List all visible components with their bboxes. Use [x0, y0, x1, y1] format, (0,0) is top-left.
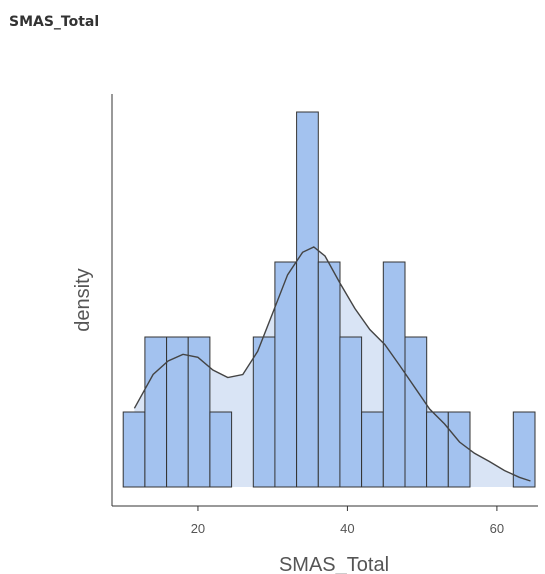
x-axis-title: SMAS_Total	[279, 554, 389, 574]
histogram-bar	[447, 411, 471, 488]
histogram-bar	[296, 111, 319, 488]
x-ticks-layer: 20 40 60	[191, 506, 504, 536]
histogram-bar	[187, 336, 211, 488]
histogram-bar	[339, 336, 363, 488]
histogram-bar	[404, 336, 428, 488]
histogram-bar	[361, 411, 384, 488]
histogram-bar	[209, 411, 233, 488]
histogram-bar	[144, 336, 168, 488]
y-axis-title: density	[72, 268, 94, 331]
x-tick-label: 20	[191, 521, 205, 536]
histogram-bar	[317, 261, 341, 488]
histogram-bar	[274, 261, 298, 488]
histogram-bar	[512, 411, 536, 488]
histogram-bar	[252, 336, 276, 488]
histogram-bar	[122, 411, 146, 488]
histogram-bar	[382, 261, 406, 488]
density-line-layer	[133, 246, 531, 482]
x-tick-label: 40	[340, 521, 354, 536]
x-tick-label: 60	[490, 521, 504, 536]
bars-layer	[122, 111, 536, 488]
density-line	[133, 246, 531, 482]
panel-title: SMAS_Total	[9, 14, 100, 30]
histogram-bar	[426, 411, 449, 488]
